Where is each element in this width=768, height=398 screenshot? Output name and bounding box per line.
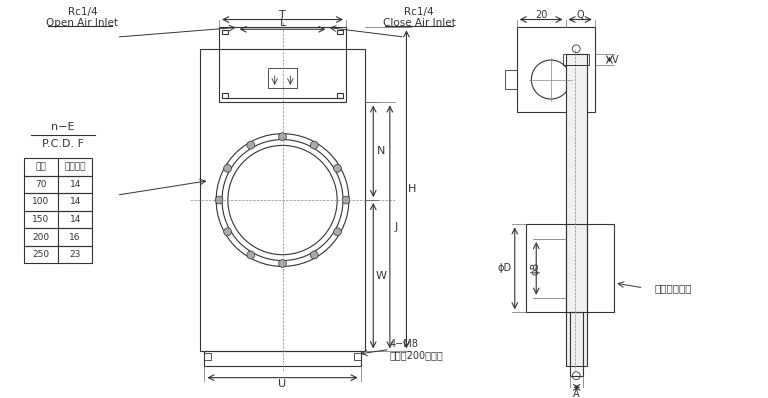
Bar [222,30,228,34]
Bar [222,93,228,98]
Text: 16: 16 [69,232,81,242]
Circle shape [247,251,255,259]
Bar [200,49,366,351]
Circle shape [310,251,318,259]
Text: P.C.D. F: P.C.D. F [42,139,84,149]
Text: 14: 14 [69,197,81,207]
Bar [24,158,92,176]
Text: 14: 14 [69,180,81,189]
Bar [337,93,343,98]
Circle shape [247,141,255,149]
Text: Rc1/4
Close Air Inlet: Rc1/4 Close Air Inlet [382,7,455,28]
Text: V: V [612,55,618,64]
Text: 150: 150 [32,215,50,224]
Text: A: A [574,389,580,398]
Circle shape [333,164,341,172]
Bar [24,228,92,246]
Bar [565,54,587,366]
Bar [505,70,517,89]
Text: J: J [394,222,397,232]
Bar [24,193,92,211]
Text: シールサイド: シールサイド [654,283,692,293]
Bar [337,30,343,34]
Bar [219,27,346,102]
Bar [24,211,92,228]
Text: 14: 14 [69,215,81,224]
Text: L: L [280,18,286,28]
Bar [204,353,211,360]
Text: ネジ深さ: ネジ深さ [65,162,86,172]
Text: n−E: n−E [51,122,74,132]
Bar [268,68,297,88]
Circle shape [279,259,286,267]
Text: ϕD: ϕD [498,263,512,273]
Circle shape [279,133,286,140]
Text: U: U [279,379,286,390]
Circle shape [333,228,341,236]
Text: 70: 70 [35,180,47,189]
Text: 4−M8
（口徍200以上）: 4−M8 （口徍200以上） [390,339,444,360]
Circle shape [215,196,223,204]
Text: T: T [279,10,286,20]
Text: 口径: 口径 [35,162,46,172]
Text: 250: 250 [32,250,50,259]
Bar [354,353,361,360]
Bar [517,27,594,112]
Text: 23: 23 [69,250,81,259]
Text: H: H [408,184,416,194]
Circle shape [223,228,231,236]
Text: 200: 200 [32,232,50,242]
Text: 100: 100 [32,197,50,207]
Bar [204,351,361,366]
Bar [24,176,92,193]
Text: W: W [376,271,386,281]
Bar [24,246,92,263]
Bar [571,312,583,376]
Text: Rc1/4
Open Air Inlet: Rc1/4 Open Air Inlet [47,7,118,28]
Bar [563,54,589,65]
Circle shape [310,141,318,149]
Circle shape [342,196,350,204]
Bar [527,224,614,312]
Text: ϕB: ϕB [530,262,540,275]
Text: N: N [377,146,386,156]
Text: 20: 20 [535,10,548,20]
Text: Q: Q [576,10,584,20]
Circle shape [223,164,231,172]
